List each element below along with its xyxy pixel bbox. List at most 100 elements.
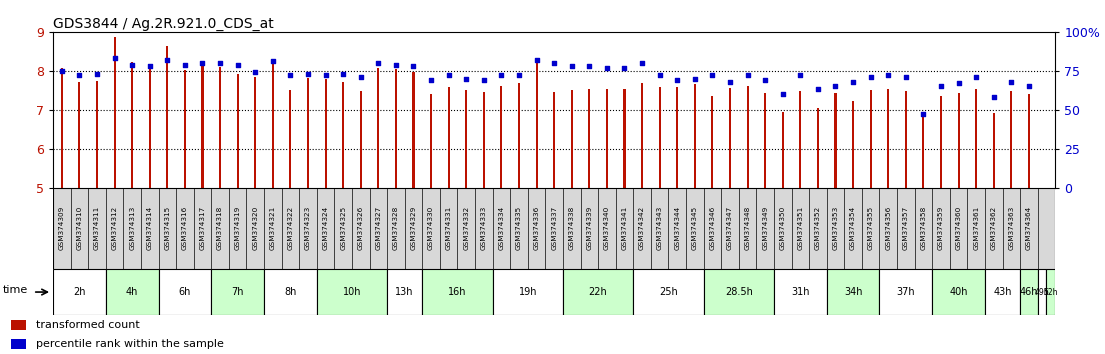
Bar (158, 269, 211, 315)
Bar (61, 68, 63, 188)
Text: GSM374364: GSM374364 (1025, 206, 1032, 251)
Text: GSM374323: GSM374323 (305, 206, 311, 251)
Text: GSM374359: GSM374359 (938, 206, 944, 251)
Text: GDS3844 / Ag.2R.921.0_CDS_at: GDS3844 / Ag.2R.921.0_CDS_at (53, 17, 274, 31)
Text: GSM374346: GSM374346 (709, 206, 715, 251)
Text: GSM374317: GSM374317 (200, 206, 206, 251)
Text: GSM374325: GSM374325 (340, 206, 346, 251)
Bar (570, 90, 572, 188)
Bar (985, 269, 1020, 315)
Point (844, 79, 862, 85)
Bar (880, 269, 933, 315)
Bar (501, 86, 503, 188)
Bar (325, 79, 327, 188)
Bar (343, 82, 345, 188)
Bar (852, 101, 854, 188)
Bar (131, 62, 134, 188)
Text: GSM374319: GSM374319 (234, 206, 241, 251)
Text: GSM374324: GSM374324 (323, 206, 328, 251)
Text: 40h: 40h (949, 287, 968, 297)
Text: 4h: 4h (126, 287, 138, 297)
Point (756, 77, 774, 83)
Bar (623, 89, 625, 188)
Text: GSM374326: GSM374326 (358, 206, 364, 251)
Bar (422, 269, 493, 315)
Bar (290, 90, 292, 188)
Bar (1038, 269, 1046, 315)
Point (669, 77, 686, 83)
Point (949, 80, 967, 86)
Text: GSM374343: GSM374343 (656, 206, 663, 251)
Bar (923, 114, 925, 188)
Text: GSM374360: GSM374360 (956, 206, 961, 251)
Text: GSM374355: GSM374355 (867, 206, 874, 251)
Text: GSM374358: GSM374358 (920, 206, 926, 251)
Text: GSM374361: GSM374361 (974, 206, 979, 251)
Text: GSM374314: GSM374314 (147, 206, 152, 251)
Point (282, 73, 299, 78)
Text: GSM374348: GSM374348 (745, 206, 750, 251)
Point (686, 76, 704, 81)
Text: 52h: 52h (1043, 287, 1059, 297)
Bar (712, 96, 714, 188)
Bar (536, 60, 538, 188)
Bar (483, 92, 485, 188)
Bar (1028, 94, 1030, 188)
Text: GSM374342: GSM374342 (639, 206, 645, 251)
Point (633, 60, 651, 66)
Text: GSM374344: GSM374344 (674, 206, 681, 251)
Text: GSM374334: GSM374334 (498, 206, 504, 251)
Bar (958, 93, 959, 188)
Point (229, 62, 246, 67)
Text: GSM374354: GSM374354 (850, 206, 856, 251)
Bar (201, 61, 203, 188)
Point (791, 73, 809, 78)
Text: GSM374321: GSM374321 (270, 206, 276, 251)
Bar (933, 269, 985, 315)
Bar (317, 269, 387, 315)
Text: transformed count: transformed count (36, 320, 140, 330)
Bar (1010, 91, 1012, 188)
Bar (817, 108, 819, 188)
Point (1020, 84, 1038, 89)
Bar (588, 90, 590, 188)
Point (88, 71, 106, 77)
Point (475, 77, 493, 83)
Text: GSM374356: GSM374356 (885, 206, 892, 251)
Point (440, 73, 457, 78)
Text: GSM374331: GSM374331 (445, 206, 452, 251)
Point (176, 62, 193, 67)
Text: 13h: 13h (396, 287, 414, 297)
Text: GSM374315: GSM374315 (165, 206, 170, 251)
Text: 28.5h: 28.5h (725, 287, 753, 297)
Point (897, 74, 915, 80)
Point (71, 73, 88, 78)
Text: time: time (2, 285, 28, 295)
Point (809, 87, 827, 92)
Text: 16h: 16h (449, 287, 466, 297)
Bar (729, 88, 732, 188)
Text: GSM374339: GSM374339 (587, 206, 592, 251)
Point (299, 71, 317, 77)
Text: GSM374313: GSM374313 (129, 206, 135, 251)
Text: 34h: 34h (844, 287, 862, 297)
Bar (183, 70, 186, 188)
Bar (1046, 269, 1055, 315)
Bar (106, 269, 158, 315)
Text: GSM374316: GSM374316 (182, 206, 188, 251)
Text: 43h: 43h (993, 287, 1012, 297)
Text: GSM374340: GSM374340 (604, 206, 610, 251)
Point (493, 73, 511, 78)
Text: 49h: 49h (1034, 287, 1050, 297)
Point (562, 63, 580, 69)
Text: GSM374351: GSM374351 (798, 206, 803, 251)
Point (387, 62, 404, 67)
Text: GSM374337: GSM374337 (551, 206, 557, 251)
Text: GSM374345: GSM374345 (692, 206, 698, 251)
Bar (114, 36, 116, 188)
Bar (11, 320, 25, 330)
Bar (412, 72, 414, 188)
Point (967, 74, 985, 80)
Bar (219, 67, 221, 188)
Bar (905, 91, 907, 188)
